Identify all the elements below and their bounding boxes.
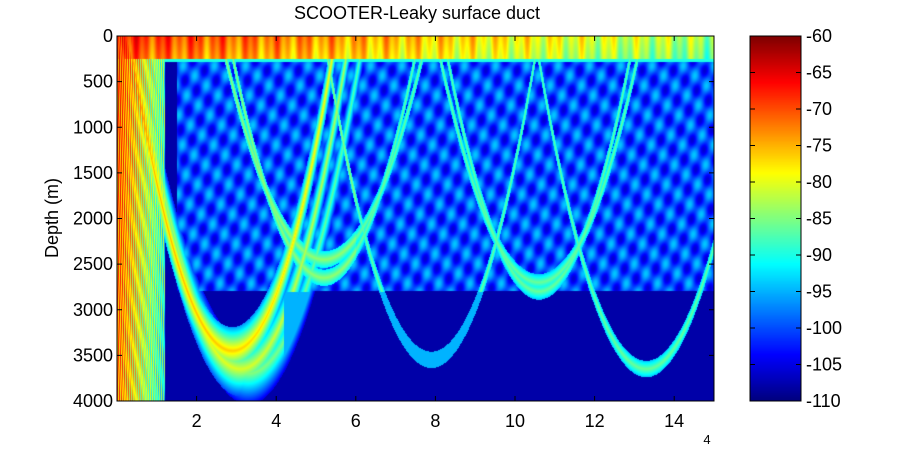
chart-title: SCOOTER-Leaky surface duct (294, 3, 540, 23)
colorbar-tick-label: -85 (806, 209, 832, 229)
x-tick-label: 4 (271, 411, 281, 431)
x-tick-label: 10 (505, 411, 525, 431)
colorbar: -60 -65 -70 -75 -80 -85 -90 -95 -100 -105 -110 (749, 26, 842, 411)
y-tick-label: 3500 (73, 345, 113, 365)
x-tick-label: 12 (585, 411, 605, 431)
y-tick-label: 1500 (73, 163, 113, 183)
y-tick-label: 0 (103, 26, 113, 46)
heatmap-image (117, 36, 714, 401)
x-tick-label: 14 (664, 411, 684, 431)
x-tick-label: 2 (192, 411, 202, 431)
colorbar-tick-label: -90 (806, 245, 832, 265)
x-axis-exponent: 4 (703, 432, 710, 447)
y-tick-label: 1000 (73, 117, 113, 137)
x-axis: 2 4 6 8 10 12 14 (192, 36, 684, 431)
colorbar-tick-label: -105 (806, 355, 842, 375)
y-tick-label: 2500 (73, 254, 113, 274)
colorbar-tick-label: -60 (806, 26, 832, 46)
colorbar-tick-label: -70 (806, 99, 832, 119)
colorbar-tick-label: -80 (806, 172, 832, 192)
y-tick-label: 3000 (73, 300, 113, 320)
y-tick-label: 500 (83, 72, 113, 92)
y-tick-label: 4000 (73, 391, 113, 411)
x-tick-label: 6 (351, 411, 361, 431)
colorbar-tick-label: -110 (806, 391, 841, 411)
y-axis: 0 500 1000 1500 2000 2500 3000 3500 4000 (73, 26, 714, 411)
colorbar-tick-label: -75 (806, 136, 832, 156)
colorbar-ticks: -60 -65 -70 -75 -80 -85 -90 -95 -100 -105 -110 (750, 26, 842, 411)
y-tick-label: 2000 (73, 209, 113, 229)
colorbar-tick-label: -65 (806, 63, 832, 83)
x-tick-label: 8 (430, 411, 440, 431)
y-axis-label: Depth (m) (42, 178, 62, 258)
colorbar-tick-label: -95 (806, 282, 832, 302)
colorbar-gradient (750, 36, 801, 401)
plot-area (116, 35, 715, 402)
colorbar-tick-label: -100 (806, 318, 842, 338)
